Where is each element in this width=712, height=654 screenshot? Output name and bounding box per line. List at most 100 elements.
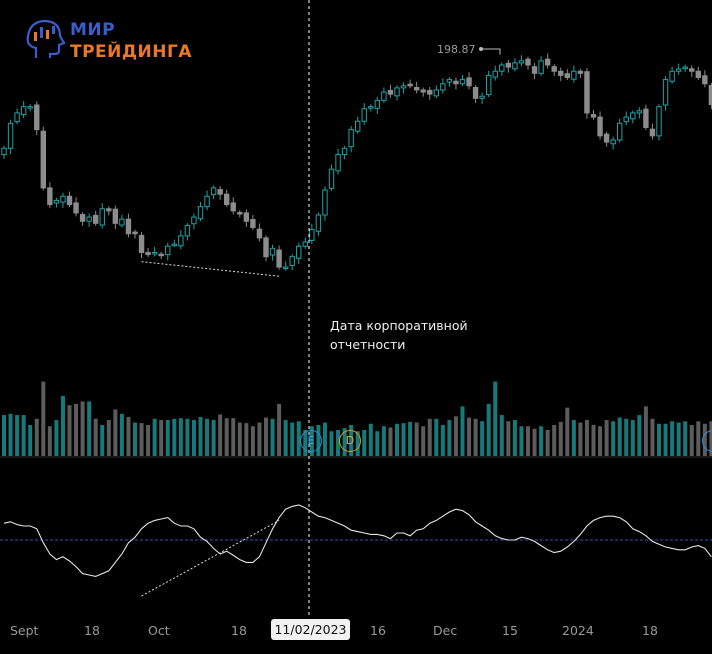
candle-body — [420, 89, 426, 93]
candle-body — [66, 195, 73, 206]
candle-body — [93, 214, 99, 224]
volume-bar — [106, 420, 111, 456]
candle-body — [73, 202, 79, 214]
earnings-event-badge[interactable]: E — [300, 430, 322, 452]
price-divergence-line — [141, 261, 280, 277]
candle-body — [512, 62, 518, 70]
oscillator-panel — [0, 504, 712, 577]
candle-body — [531, 66, 538, 74]
volume-bar — [257, 422, 262, 456]
crosshair-date-label: 11/02/2023 — [271, 619, 350, 640]
candle-body — [112, 208, 119, 224]
volume-bar — [362, 429, 367, 456]
volume-bar — [172, 418, 177, 456]
candle-body — [47, 187, 53, 206]
volume-bar — [696, 421, 701, 456]
volume-bar — [414, 422, 419, 456]
volume-bar — [552, 425, 557, 456]
candle-body — [623, 116, 629, 123]
candle-body — [636, 110, 643, 114]
candle-body — [407, 83, 413, 87]
volume-bar — [322, 422, 327, 456]
volume-bar — [290, 422, 295, 456]
candle-body — [505, 62, 512, 68]
candle-body — [551, 66, 557, 72]
volume-bar — [624, 418, 629, 456]
candle-body — [40, 130, 46, 189]
candle-body — [86, 216, 92, 222]
candle-body — [197, 206, 204, 220]
candle-body — [486, 74, 492, 96]
volume-bar — [60, 395, 65, 456]
candle-body — [256, 228, 263, 239]
volume-bar — [584, 420, 589, 456]
volume-bar — [512, 420, 517, 456]
dividend-event-badge[interactable]: D — [339, 430, 361, 452]
candle-body — [322, 189, 328, 216]
volume-bar — [41, 381, 46, 456]
volume-bar — [676, 422, 681, 456]
volume-bar — [421, 426, 426, 456]
volume-bar — [54, 420, 59, 456]
volume-bar — [152, 418, 157, 456]
candle-body — [217, 189, 223, 195]
candle-body — [571, 70, 577, 80]
volume-bar — [650, 418, 655, 456]
volume-bar — [87, 401, 92, 456]
candle-body — [361, 108, 367, 122]
volume-bar — [218, 414, 223, 456]
candle-body — [250, 219, 256, 228]
volume-bar — [198, 416, 203, 456]
volume-bar — [499, 415, 504, 456]
head-chart-icon — [26, 19, 66, 58]
x-tick-label: 16 — [370, 623, 386, 638]
candle-body — [492, 70, 498, 78]
candle-body — [184, 224, 191, 237]
logo: МИР ТРЕЙДИНГА — [22, 18, 202, 68]
candle-body — [171, 243, 178, 247]
candle-body — [590, 114, 597, 118]
candle-body — [499, 64, 505, 72]
volume-bar — [283, 420, 288, 456]
volume-bar — [28, 425, 33, 456]
candle-body — [125, 218, 132, 235]
candle-body — [230, 202, 236, 212]
candle-body — [708, 84, 712, 106]
candle-body — [145, 252, 151, 256]
candle-body — [27, 106, 33, 109]
candle-body — [309, 229, 315, 241]
volume-bar — [93, 418, 98, 456]
earnings-annotation: Дата корпоративной отчетности — [330, 316, 468, 354]
candle-body — [60, 195, 66, 203]
candle-body — [584, 71, 590, 114]
volume-bar — [604, 420, 609, 456]
volume-bar — [133, 422, 137, 456]
candle-body — [99, 208, 105, 226]
candle-body — [479, 95, 485, 99]
x-tick-label: 15 — [502, 623, 518, 638]
candle-body — [34, 104, 40, 131]
volume-bar — [211, 420, 216, 456]
annotation-line2: отчетности — [330, 337, 406, 352]
volume-bar — [388, 427, 393, 456]
candle-body — [282, 266, 289, 270]
volume-bar — [277, 403, 282, 456]
max-price-leader — [481, 48, 501, 55]
candle-body — [538, 60, 544, 74]
candle-body — [394, 87, 400, 97]
volume-bar — [670, 421, 675, 456]
candle-body — [413, 87, 420, 91]
candle-body — [132, 231, 138, 235]
volume-bar — [473, 418, 478, 456]
candle-body — [453, 80, 459, 85]
volume-bar — [434, 418, 439, 456]
volume-bar — [231, 418, 236, 456]
x-tick-label: 18 — [642, 623, 658, 638]
volume-bar — [427, 418, 432, 456]
volume-bar — [270, 418, 275, 456]
candle-body — [610, 139, 616, 145]
candle-body — [243, 212, 250, 222]
volume-bar — [250, 426, 255, 456]
volume-bar — [80, 401, 85, 456]
candle-body — [289, 256, 295, 266]
